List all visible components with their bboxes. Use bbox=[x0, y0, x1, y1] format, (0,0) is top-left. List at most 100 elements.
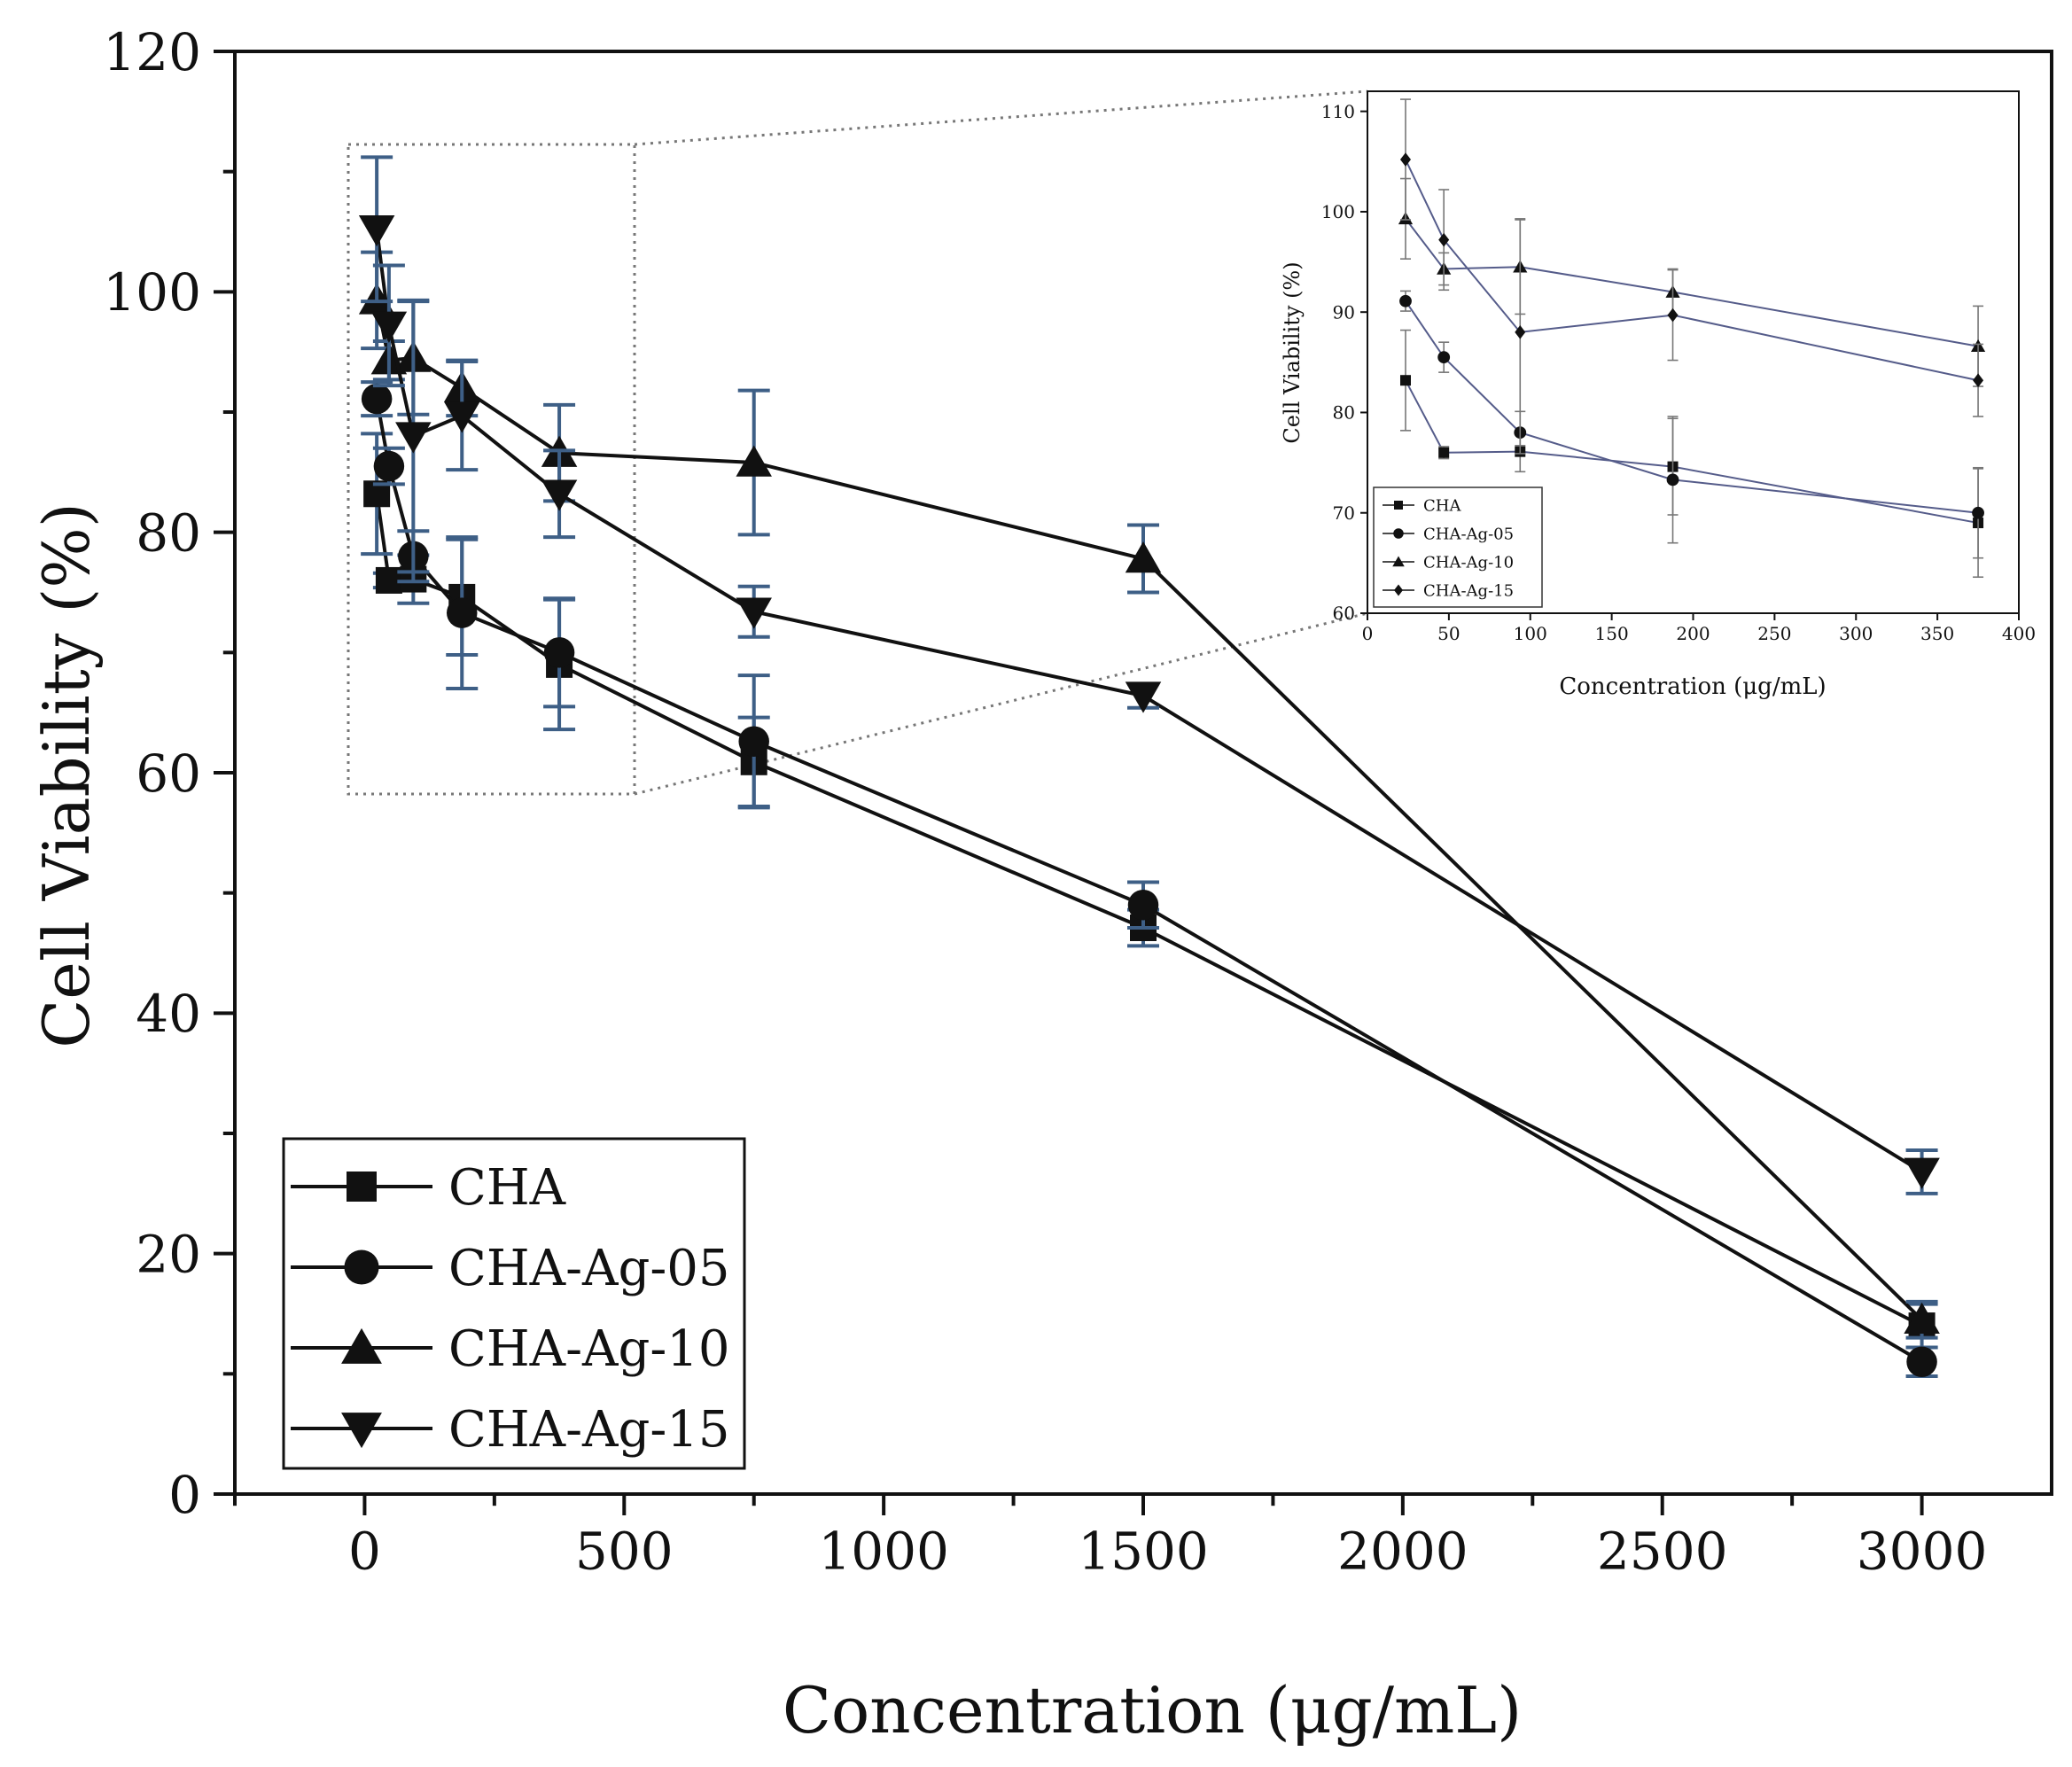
inset-point-cha-ag-15 bbox=[1973, 373, 1984, 388]
main-legend: CHA CHA-Ag-05 CHA-Ag-10 CHA-Ag-15 bbox=[282, 1137, 746, 1470]
main-y-tick-label: 40 bbox=[136, 984, 201, 1044]
inset-x-tick-label: 0 bbox=[1362, 623, 1374, 644]
main-point-cha-ag-15 bbox=[736, 597, 772, 629]
main-legend-item: CHA bbox=[291, 1159, 566, 1217]
inset-legend-item: CHA bbox=[1383, 496, 1461, 515]
main-axis-ticks bbox=[214, 50, 1924, 1515]
inset-legend-item: CHA-Ag-10 bbox=[1383, 553, 1514, 572]
inset-legend-marker bbox=[1394, 501, 1403, 510]
main-y-tick-label: 120 bbox=[103, 22, 201, 82]
inset-series-cha-ag-15 bbox=[1399, 98, 1984, 447]
main-y-tick-label: 0 bbox=[168, 1465, 201, 1525]
inset-point-cha-ag-15 bbox=[1667, 307, 1679, 323]
main-point-cha-ag-05 bbox=[373, 450, 405, 482]
main-point-cha-ag-15 bbox=[370, 311, 408, 343]
inset-tick-labels: 60 70 80 90 100 110 0 50 100 150 200 250 300 350 400 bbox=[1321, 101, 2036, 644]
inset-x-tick-label: 50 bbox=[1437, 623, 1460, 644]
inset-point-cha bbox=[1438, 447, 1450, 458]
inset-legend-label: CHA-Ag-15 bbox=[1423, 581, 1514, 600]
inset-legend-marker bbox=[1394, 584, 1403, 596]
inset-y-tick-label: 100 bbox=[1321, 201, 1355, 222]
main-point-cha-ag-15 bbox=[1125, 681, 1162, 713]
main-x-tick-label: 500 bbox=[575, 1521, 674, 1581]
main-series-cha-ag-05 bbox=[361, 380, 1938, 1379]
main-legend-marker bbox=[341, 1413, 382, 1449]
main-x-tick-label: 2000 bbox=[1337, 1521, 1468, 1581]
main-point-cha-ag-05 bbox=[447, 597, 478, 628]
main-x-tick-label: 1000 bbox=[818, 1521, 949, 1581]
inset-point-cha-ag-15 bbox=[1438, 232, 1450, 247]
main-point-cha-ag-05 bbox=[361, 383, 393, 415]
inset-x-tick-label: 250 bbox=[1757, 623, 1791, 644]
inset-y-tick-label: 80 bbox=[1333, 402, 1355, 424]
main-legend-marker bbox=[341, 1327, 382, 1364]
inset-legend-label: CHA-Ag-10 bbox=[1423, 553, 1514, 572]
inset-series-cha-ag-05 bbox=[1399, 290, 1984, 559]
zoom-connector-bottom bbox=[634, 611, 1368, 796]
inset-y-axis-title: Cell Viability (%) bbox=[1280, 261, 1305, 443]
inset-legend-marker bbox=[1393, 528, 1404, 539]
main-point-cha-ag-15 bbox=[541, 479, 578, 511]
main-point-cha-ag-15 bbox=[1904, 1157, 1940, 1189]
inset-y-tick-label: 70 bbox=[1333, 502, 1355, 524]
main-point-cha-ag-15 bbox=[444, 401, 480, 433]
inset-legend-item: CHA-Ag-15 bbox=[1383, 581, 1514, 600]
main-y-tick-label: 100 bbox=[103, 262, 201, 323]
main-legend-item: CHA-Ag-15 bbox=[291, 1401, 730, 1459]
main-line-cha-ag-05 bbox=[375, 398, 1923, 1364]
main-y-tick-label: 20 bbox=[136, 1225, 201, 1285]
inset-x-tick-label: 100 bbox=[1514, 623, 1547, 644]
inset-legend-item: CHA-Ag-05 bbox=[1383, 525, 1514, 543]
main-legend-label: CHA-Ag-05 bbox=[448, 1240, 730, 1297]
main-point-cha-ag-15 bbox=[395, 422, 432, 454]
inset-point-cha-ag-05 bbox=[1972, 506, 1984, 519]
main-x-tick-label: 0 bbox=[348, 1521, 381, 1581]
inset-y-tick-label: 60 bbox=[1333, 603, 1355, 624]
main-legend-item: CHA-Ag-10 bbox=[291, 1320, 730, 1378]
main-y-tick-label: 60 bbox=[136, 743, 201, 804]
main-legend-marker bbox=[344, 1249, 379, 1285]
inset-point-cha-ag-05 bbox=[1437, 351, 1451, 364]
main-legend-label: CHA-Ag-15 bbox=[448, 1401, 730, 1459]
main-point-cha-ag-05 bbox=[543, 637, 575, 668]
zoom-region-box bbox=[347, 143, 636, 796]
inset-point-cha-ag-15 bbox=[1515, 325, 1526, 339]
main-point-cha-ag-05 bbox=[1906, 1346, 1937, 1378]
inset-x-tick-label: 350 bbox=[1920, 623, 1954, 644]
inset-x-tick-label: 300 bbox=[1839, 623, 1873, 644]
inset-legend-marker bbox=[1392, 556, 1405, 567]
inset-point-cha-ag-15 bbox=[1399, 152, 1411, 167]
main-point-cha-ag-10 bbox=[736, 445, 772, 477]
main-series-layer bbox=[358, 155, 1940, 1379]
main-legend-marker bbox=[347, 1172, 377, 1202]
main-series-cha-ag-15 bbox=[358, 155, 1940, 1195]
main-point-cha-ag-05 bbox=[1127, 889, 1159, 921]
main-legend-item: CHA-Ag-05 bbox=[291, 1240, 730, 1297]
inset-legend: CHA CHA-Ag-05 CHA-Ag-10 CHA-Ag-15 bbox=[1373, 487, 1543, 608]
main-y-axis-title: Cell Viability (%) bbox=[29, 502, 104, 1048]
main-x-tick-label: 1500 bbox=[1078, 1521, 1209, 1581]
inset-point-cha bbox=[1399, 375, 1411, 386]
main-legend-label: CHA bbox=[448, 1159, 566, 1217]
main-y-tick-label: 80 bbox=[136, 503, 201, 564]
main-point-cha-ag-10 bbox=[1904, 1302, 1940, 1335]
inset-x-tick-label: 150 bbox=[1595, 623, 1629, 644]
inset-axis-ticks bbox=[1360, 110, 2020, 620]
main-x-tick-label: 3000 bbox=[1857, 1521, 1988, 1581]
zoom-connector-top bbox=[634, 90, 1368, 146]
inset-x-tick-label: 400 bbox=[2002, 623, 2036, 644]
main-legend-label: CHA-Ag-10 bbox=[448, 1320, 730, 1378]
inset-x-axis-title: Concentration (μg/mL) bbox=[1559, 673, 1826, 700]
inset-point-cha-ag-05 bbox=[1666, 473, 1679, 487]
inset-y-tick-label: 90 bbox=[1333, 301, 1355, 323]
inset-series-layer bbox=[1398, 98, 1986, 579]
main-point-cha-ag-05 bbox=[738, 726, 769, 757]
inset-y-tick-label: 110 bbox=[1321, 101, 1355, 122]
inset-legend-label: CHA-Ag-05 bbox=[1423, 525, 1514, 543]
inset-chart: 60 70 80 90 100 110 0 50 100 150 200 250 300 350 400 C… bbox=[1280, 90, 2036, 700]
inset-legend-label: CHA bbox=[1423, 496, 1461, 515]
main-x-tick-label: 2500 bbox=[1597, 1521, 1728, 1581]
inset-x-tick-label: 200 bbox=[1676, 623, 1710, 644]
